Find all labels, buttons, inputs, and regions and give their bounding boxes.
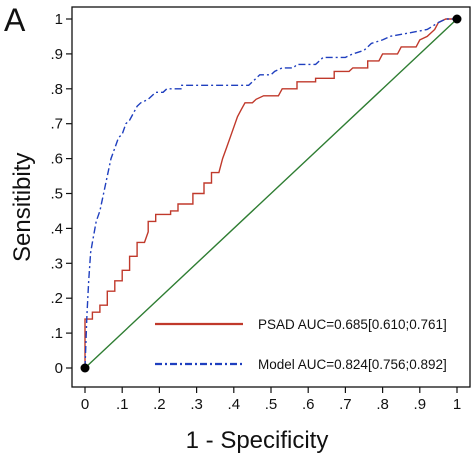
- x-tick-label: 1: [453, 396, 461, 413]
- x-tick-label: .6: [302, 396, 315, 413]
- axes: 0 .1 .2 .3 .4 .5 .6 .7 .8 .9 1 0 .1 .2 .3 .4 .5 .6 .7 .8 .9 1: [50, 6, 471, 413]
- y-tick-label: .8: [50, 81, 63, 98]
- x-tick-label: 0: [81, 396, 89, 413]
- x-tick-label: .9: [414, 396, 427, 413]
- x-tick-label: .1: [116, 396, 129, 413]
- y-tick-label: .5: [50, 186, 63, 203]
- y-tick-label: 1: [55, 11, 63, 28]
- x-tick-label: .8: [376, 396, 389, 413]
- y-tick-label: 0: [55, 360, 63, 377]
- x-tick-label: .4: [228, 396, 241, 413]
- y-tick-label: .2: [50, 290, 63, 307]
- y-tick-label: .3: [50, 255, 63, 272]
- y-tick-label: .9: [50, 46, 63, 63]
- legend-label-model: Model AUC=0.824[0.756;0.892]: [258, 357, 447, 372]
- x-axis-label: 1 - Specificity: [185, 427, 329, 454]
- x-tick-label: .2: [153, 396, 166, 413]
- model-roc-curve: [84, 18, 457, 369]
- legend: PSAD AUC=0.685[0.610;0.761] Model AUC=0.8…: [155, 317, 447, 372]
- x-tick-label: .3: [190, 396, 203, 413]
- legend-label-psad: PSAD AUC=0.685[0.610;0.761]: [258, 317, 447, 332]
- reference-diagonal: [84, 18, 458, 369]
- y-tick-label: .6: [50, 151, 63, 168]
- x-tick-label: .7: [339, 396, 352, 413]
- series-layer: [80, 14, 462, 373]
- y-tick-label: .4: [50, 220, 63, 237]
- psad-roc-curve: [84, 18, 457, 368]
- endpoint-marker: [80, 363, 90, 373]
- x-tick-label: .5: [265, 396, 278, 413]
- panel-label: A: [4, 2, 26, 38]
- endpoint-marker: [452, 14, 462, 24]
- y-tick-label: .7: [50, 116, 63, 133]
- y-tick-label: .1: [50, 325, 63, 342]
